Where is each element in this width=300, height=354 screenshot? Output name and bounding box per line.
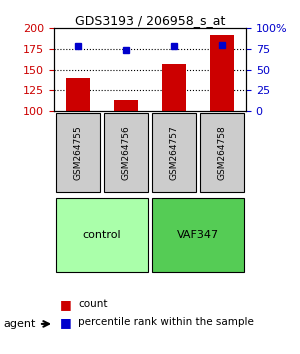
Text: percentile rank within the sample: percentile rank within the sample [78,317,254,327]
Text: ■: ■ [60,298,72,311]
Bar [66,78,90,111]
FancyBboxPatch shape [152,113,196,192]
Text: GDS3193 / 206958_s_at: GDS3193 / 206958_s_at [75,14,225,27]
Text: VAF347: VAF347 [177,230,219,240]
Text: agent: agent [3,319,35,329]
Text: ■: ■ [60,316,72,329]
FancyBboxPatch shape [56,198,148,272]
FancyBboxPatch shape [152,198,244,272]
Text: GSM264757: GSM264757 [169,125,178,179]
Text: GSM264756: GSM264756 [122,125,130,179]
Text: GSM264755: GSM264755 [74,125,82,179]
FancyBboxPatch shape [200,113,244,192]
FancyBboxPatch shape [56,113,100,192]
Text: control: control [83,230,121,240]
FancyBboxPatch shape [104,113,148,192]
Text: GSM264758: GSM264758 [218,125,226,179]
Text: count: count [78,299,107,309]
Bar [162,64,186,111]
Bar [114,100,138,111]
Bar [210,35,234,111]
